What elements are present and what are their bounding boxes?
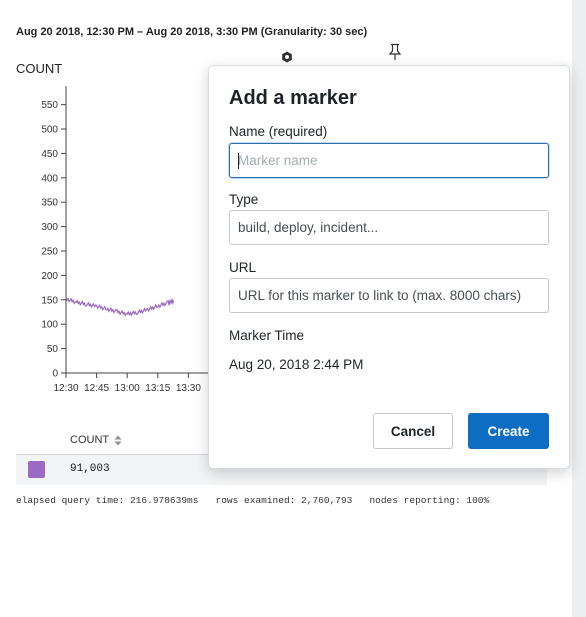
chart-title: COUNT	[16, 61, 63, 76]
y-tick-label: 400	[41, 173, 58, 184]
x-tick-label: 12:30	[53, 383, 78, 394]
x-tick-label: 13:30	[176, 383, 201, 394]
marker-time-label: Marker Time	[229, 328, 305, 343]
y-tick-label: 150	[41, 295, 58, 306]
x-tick-label: 13:00	[115, 383, 140, 394]
count-series-line	[65, 296, 175, 317]
marker-time-value: Aug 20, 2018 2:44 PM	[229, 357, 364, 372]
name-field-label: Name (required)	[229, 124, 328, 139]
count-line-chart: 0 50 100 150 200 250 300 350 400 450 500 550 12:30 12…	[41, 86, 210, 394]
marker-name-input[interactable]	[229, 143, 549, 178]
create-button[interactable]: Create	[468, 413, 549, 449]
series-color-swatch	[28, 461, 45, 478]
dialog-title: Add a marker	[229, 87, 357, 109]
y-tick-label: 200	[41, 271, 58, 282]
y-tick-label: 500	[41, 125, 58, 136]
y-tick-label: 450	[41, 149, 58, 160]
add-marker-dialog: Add a marker Name (required) Type URL Ma…	[208, 65, 570, 469]
type-field-label: Type	[229, 192, 259, 207]
y-tick-label: 550	[41, 100, 58, 111]
y-tick-label: 300	[41, 222, 58, 233]
time-range-label: Aug 20 2018, 12:30 PM – Aug 20 2018, 3:3…	[16, 26, 368, 38]
gear-icon[interactable]	[281, 51, 293, 63]
y-tick-label: 100	[41, 320, 58, 331]
scrollbar-track[interactable]	[572, 0, 586, 617]
y-tick-label: 350	[41, 198, 58, 209]
marker-type-input[interactable]	[229, 210, 549, 245]
sort-icon[interactable]	[114, 435, 122, 446]
count-column-header[interactable]: COUNT	[70, 434, 122, 446]
x-tick-label: 13:15	[145, 383, 170, 394]
y-tick-label: 50	[47, 344, 59, 355]
text-cursor	[238, 153, 239, 169]
x-tick-label: 12:45	[84, 383, 109, 394]
count-value: 91,003	[70, 463, 110, 475]
pin-icon[interactable]	[387, 43, 403, 61]
url-field-label: URL	[229, 260, 257, 275]
marker-url-input[interactable]	[229, 278, 549, 313]
y-tick-label: 0	[52, 369, 58, 380]
cancel-button[interactable]: Cancel	[373, 413, 453, 449]
query-stats: elapsed query time: 216.978639ms rows ex…	[16, 495, 490, 506]
y-tick-label: 250	[41, 247, 58, 258]
count-column-label: COUNT	[70, 434, 110, 446]
